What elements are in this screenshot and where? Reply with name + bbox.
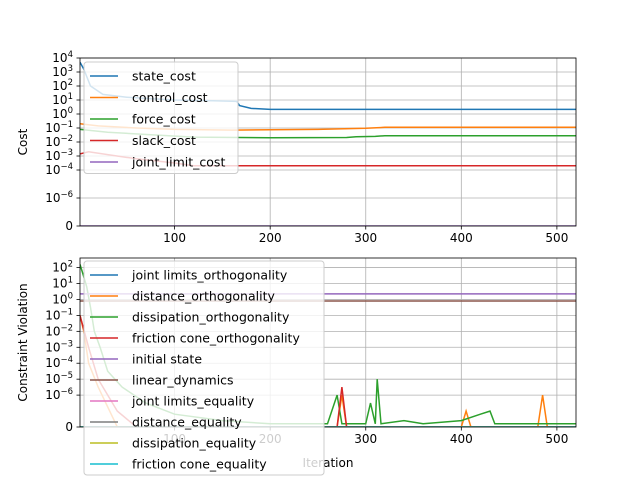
chart-panels: 100 200 300 400 50010410310210110010−110−210… <box>16 50 577 476</box>
y-tick-label: 100 <box>52 106 73 121</box>
legend-box <box>83 260 325 476</box>
y-tick-label: 103 <box>52 64 73 79</box>
legend-label: friction cone_equality <box>132 457 267 472</box>
chart-panel-1: 100 200 300 400 50010410310210110010−110−210… <box>16 50 577 245</box>
y-tick-label: 101 <box>52 92 73 107</box>
y-tick-label: 102 <box>52 260 73 275</box>
legend-label: joint limits_equality <box>131 394 255 409</box>
y-tick-label: 10−2 <box>45 323 73 338</box>
axes-frame <box>79 257 577 428</box>
x-tick-label: 400 <box>450 231 473 245</box>
x-tick-label: 400 <box>450 432 473 446</box>
y-axis-label: Cost <box>16 128 30 155</box>
y-tick-label: 0 <box>65 219 73 233</box>
y-tick-label: 102 <box>52 78 73 93</box>
y-tick-label: 10−2 <box>45 134 73 149</box>
x-tick-label: 500 <box>545 432 568 446</box>
x-tick-label: 300 <box>354 432 377 446</box>
y-tick-label: 10−4 <box>45 355 73 370</box>
legend-label: distance_equality <box>132 415 242 430</box>
x-tick-label: 500 <box>545 231 568 245</box>
y-tick-label: 101 <box>52 276 73 291</box>
legend-label: friction cone_orthogonality <box>132 331 300 346</box>
y-tick-label: 10−3 <box>45 339 73 354</box>
legend-label: initial state <box>132 352 202 367</box>
y-axis-label: Constraint Violation <box>16 283 30 401</box>
legend-label: state_cost <box>132 69 196 84</box>
y-tick-label: 10−4 <box>45 162 73 177</box>
legend-label: dissipation_orthogonality <box>132 310 290 325</box>
y-tick-label: 10−1 <box>45 307 73 322</box>
legend: joint limits_orthogonality distance_ortho… <box>83 260 325 476</box>
legend-label: linear_dynamics <box>132 373 234 388</box>
x-tick-label: 200 <box>259 231 282 245</box>
legend-label: control_cost <box>132 90 208 105</box>
y-tick-label: 100 <box>52 291 73 306</box>
y-tick-label: 10−3 <box>45 148 73 163</box>
legend-label: slack_cost <box>132 133 196 148</box>
y-tick-label: 10−6 <box>45 190 73 205</box>
y-tick-label: 10−1 <box>45 120 73 135</box>
legend: state_cost control_cost force_cost slack_co… <box>83 61 239 174</box>
legend-label: distance_orthogonality <box>132 289 275 304</box>
legend-label: force_cost <box>132 112 196 127</box>
y-tick-label: 104 <box>52 50 73 65</box>
y-tick-label: 10−6 <box>45 387 73 402</box>
x-tick-label: 300 <box>354 231 377 245</box>
chart-panel-2: 10020030040050010210110010−110−210−310−4… <box>16 257 577 476</box>
y-tick-label: 10−5 <box>45 371 73 386</box>
legend-label: joint_limit_cost <box>131 155 225 170</box>
legend-label: dissipation_equality <box>132 436 257 451</box>
legend-label: joint limits_orthogonality <box>131 268 288 283</box>
legend-box <box>83 61 239 174</box>
x-tick-label: 100 <box>163 231 186 245</box>
y-tick-label: 0 <box>65 420 73 434</box>
